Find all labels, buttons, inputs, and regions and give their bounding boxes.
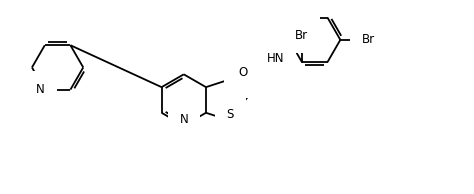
Text: O: O (238, 66, 247, 79)
Text: NH₂: NH₂ (236, 74, 258, 87)
Text: N: N (36, 83, 45, 96)
Text: S: S (227, 108, 234, 121)
Text: Br: Br (362, 33, 375, 46)
Text: HN: HN (267, 52, 284, 65)
Text: Br: Br (295, 29, 309, 42)
Text: N: N (179, 113, 188, 126)
